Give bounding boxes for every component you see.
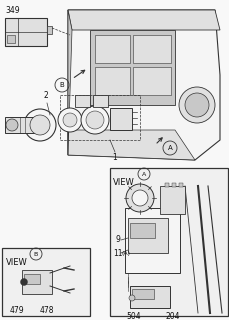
Bar bbox=[5, 18, 47, 46]
Circle shape bbox=[24, 109, 56, 141]
Text: 11: 11 bbox=[113, 249, 123, 258]
Polygon shape bbox=[68, 10, 220, 160]
Bar bbox=[7, 35, 15, 43]
Bar bbox=[179, 183, 183, 187]
Circle shape bbox=[132, 190, 148, 206]
Text: 9: 9 bbox=[115, 236, 120, 244]
Bar bbox=[24, 274, 40, 284]
Text: B: B bbox=[60, 82, 64, 88]
Bar bbox=[93, 95, 108, 107]
Bar bbox=[110, 168, 228, 316]
Text: VIEW: VIEW bbox=[6, 258, 28, 267]
Circle shape bbox=[58, 108, 82, 132]
Bar bbox=[130, 223, 155, 238]
Circle shape bbox=[81, 106, 109, 134]
Circle shape bbox=[30, 115, 50, 135]
Text: 2: 2 bbox=[43, 91, 48, 100]
Text: VIEW: VIEW bbox=[113, 178, 135, 187]
Circle shape bbox=[86, 111, 104, 129]
Circle shape bbox=[179, 87, 215, 123]
Circle shape bbox=[129, 295, 135, 301]
Bar bbox=[133, 67, 171, 95]
Text: A: A bbox=[142, 172, 146, 177]
Text: A: A bbox=[168, 145, 172, 151]
Bar bbox=[2, 248, 90, 316]
Bar bbox=[60, 95, 140, 140]
Text: 1: 1 bbox=[113, 153, 117, 162]
Bar bbox=[130, 286, 170, 308]
Bar bbox=[133, 35, 171, 63]
Bar bbox=[165, 183, 169, 187]
Bar bbox=[125, 208, 180, 273]
Circle shape bbox=[126, 184, 154, 212]
Text: B: B bbox=[34, 252, 38, 257]
Text: 479: 479 bbox=[10, 306, 25, 315]
Polygon shape bbox=[68, 10, 72, 155]
Bar bbox=[172, 183, 176, 187]
Bar bbox=[47, 26, 52, 34]
Bar bbox=[90, 30, 175, 105]
Text: 504: 504 bbox=[126, 312, 141, 320]
Bar bbox=[128, 218, 168, 253]
Bar bbox=[22, 270, 52, 294]
Text: 478: 478 bbox=[40, 306, 55, 315]
Circle shape bbox=[6, 119, 18, 131]
Text: (A): (A) bbox=[122, 251, 131, 255]
Text: 204: 204 bbox=[165, 312, 180, 320]
Bar bbox=[160, 186, 185, 214]
Bar bbox=[5, 117, 35, 133]
Circle shape bbox=[63, 113, 77, 127]
Bar bbox=[110, 108, 132, 130]
Circle shape bbox=[185, 93, 209, 117]
Polygon shape bbox=[68, 130, 195, 160]
Bar bbox=[75, 95, 90, 107]
Bar bbox=[95, 35, 130, 63]
Text: 349: 349 bbox=[5, 6, 20, 15]
Polygon shape bbox=[68, 10, 220, 30]
Bar bbox=[95, 67, 130, 95]
Circle shape bbox=[21, 278, 27, 285]
Bar bbox=[132, 289, 154, 299]
